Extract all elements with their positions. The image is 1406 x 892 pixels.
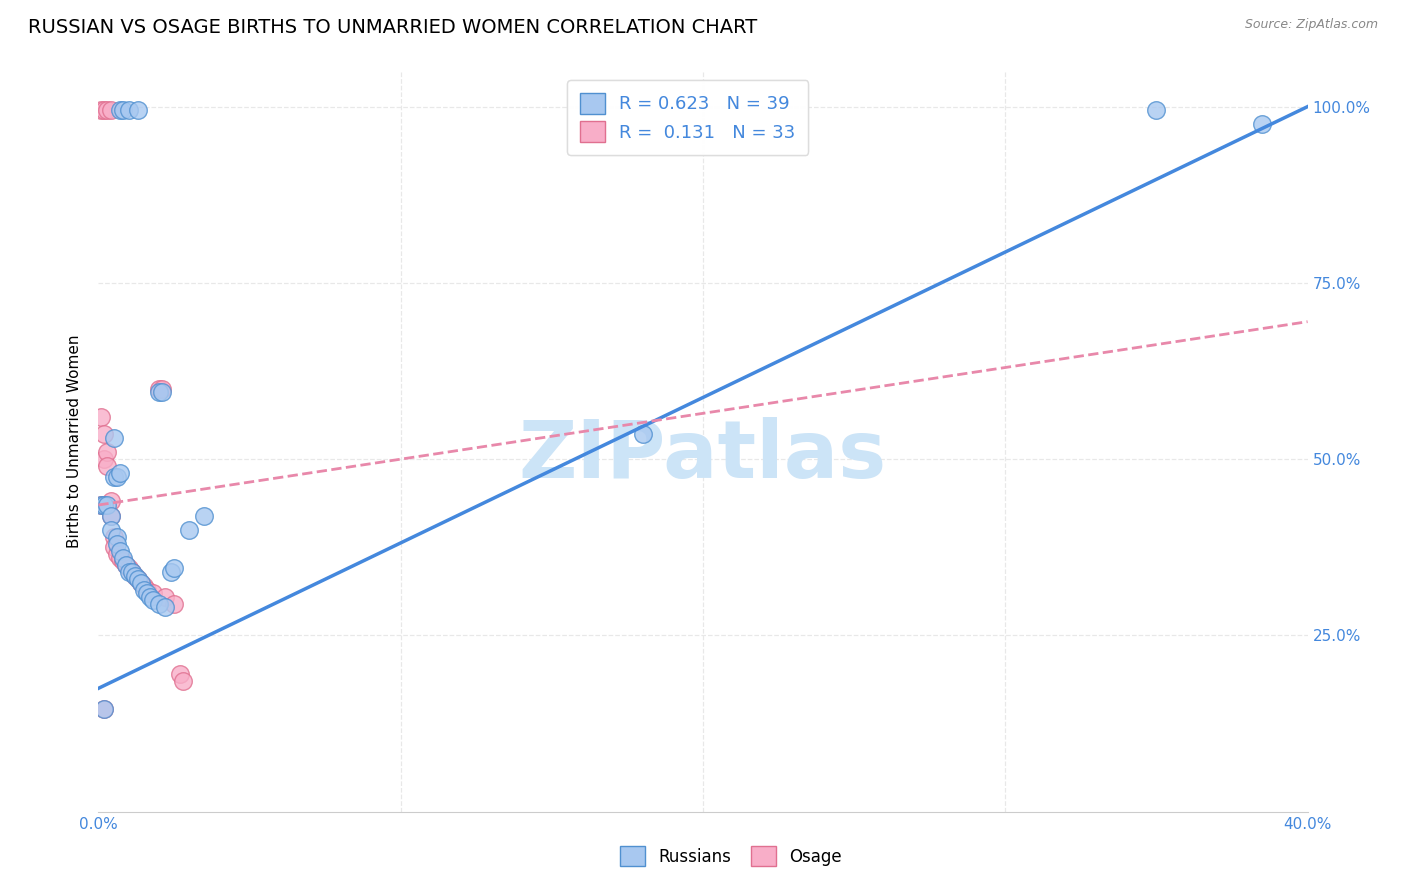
Point xyxy=(93,498,115,512)
Point xyxy=(169,667,191,681)
Point xyxy=(93,702,115,716)
Point xyxy=(96,103,118,117)
Point xyxy=(90,498,112,512)
Point xyxy=(93,103,115,117)
Point xyxy=(93,452,115,467)
Point xyxy=(96,459,118,474)
Point xyxy=(148,597,170,611)
Point xyxy=(124,568,146,582)
Point xyxy=(127,103,149,117)
Point xyxy=(153,590,176,604)
Point xyxy=(153,600,176,615)
Point xyxy=(118,103,141,117)
Legend: R = 0.623   N = 39, R =  0.131   N = 33: R = 0.623 N = 39, R = 0.131 N = 33 xyxy=(567,80,808,154)
Point xyxy=(103,541,125,555)
Point xyxy=(111,103,134,117)
Point xyxy=(129,575,152,590)
Text: Source: ZipAtlas.com: Source: ZipAtlas.com xyxy=(1244,18,1378,31)
Point xyxy=(163,561,186,575)
Point xyxy=(90,409,112,424)
Point xyxy=(124,568,146,582)
Point xyxy=(163,597,186,611)
Point xyxy=(100,523,122,537)
Point xyxy=(105,537,128,551)
Point xyxy=(127,572,149,586)
Point xyxy=(132,579,155,593)
Point xyxy=(108,544,131,558)
Point xyxy=(150,382,173,396)
Point xyxy=(96,498,118,512)
Point xyxy=(135,582,157,597)
Point xyxy=(105,530,128,544)
Point xyxy=(100,508,122,523)
Point xyxy=(100,103,122,117)
Point xyxy=(108,103,131,117)
Point xyxy=(1251,117,1274,131)
Point xyxy=(172,674,194,689)
Point xyxy=(93,702,115,716)
Point xyxy=(118,561,141,575)
Point xyxy=(132,582,155,597)
Point xyxy=(90,498,112,512)
Point xyxy=(114,558,136,572)
Point xyxy=(631,427,654,442)
Point xyxy=(1144,103,1167,117)
Point xyxy=(148,382,170,396)
Point xyxy=(105,547,128,561)
Point xyxy=(114,558,136,572)
Point xyxy=(93,427,115,442)
Point xyxy=(103,470,125,484)
Point xyxy=(103,530,125,544)
Point xyxy=(121,565,143,579)
Point xyxy=(142,586,165,600)
Point xyxy=(121,565,143,579)
Point xyxy=(135,586,157,600)
Legend: Russians, Osage: Russians, Osage xyxy=(612,838,851,875)
Point xyxy=(96,445,118,459)
Point xyxy=(111,550,134,565)
Point xyxy=(103,431,125,445)
Point xyxy=(100,508,122,523)
Point xyxy=(193,508,215,523)
Point xyxy=(111,554,134,568)
Point xyxy=(90,103,112,117)
Point xyxy=(150,385,173,400)
Point xyxy=(118,565,141,579)
Point xyxy=(127,572,149,586)
Point xyxy=(108,467,131,481)
Point xyxy=(139,590,162,604)
Point xyxy=(160,565,183,579)
Y-axis label: Births to Unmarried Women: Births to Unmarried Women xyxy=(67,334,83,549)
Point xyxy=(100,494,122,508)
Point xyxy=(142,593,165,607)
Text: RUSSIAN VS OSAGE BIRTHS TO UNMARRIED WOMEN CORRELATION CHART: RUSSIAN VS OSAGE BIRTHS TO UNMARRIED WOM… xyxy=(28,18,758,37)
Point xyxy=(108,550,131,565)
Point xyxy=(129,575,152,590)
Point xyxy=(148,385,170,400)
Point xyxy=(105,470,128,484)
Text: ZIPatlas: ZIPatlas xyxy=(519,417,887,495)
Point xyxy=(179,523,201,537)
